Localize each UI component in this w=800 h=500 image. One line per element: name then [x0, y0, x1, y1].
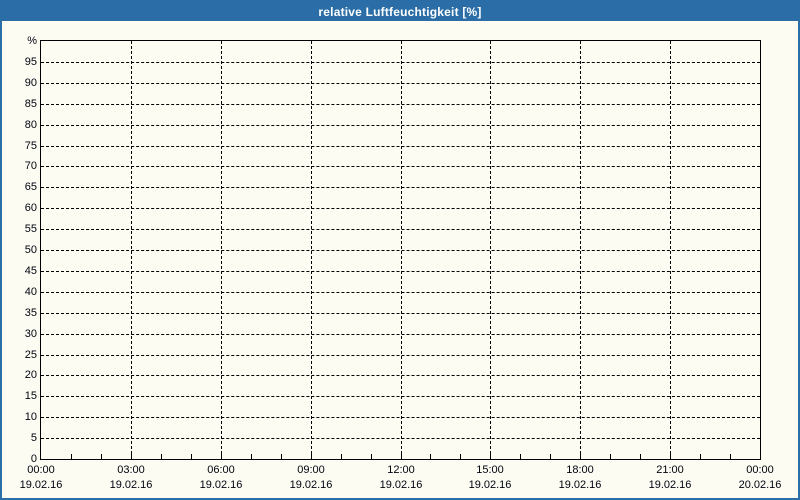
x-tick-date-label: 19.02.16	[379, 479, 423, 491]
x-axis-minor-tick	[161, 454, 162, 459]
y-gridline	[41, 250, 760, 251]
y-tick-label: 40	[24, 286, 37, 298]
y-gridline	[41, 187, 760, 188]
x-axis-minor-tick	[71, 454, 72, 459]
y-tick-label: 5	[30, 432, 37, 444]
x-tick-date-label: 19.02.16	[558, 479, 602, 491]
plot-area	[40, 40, 761, 460]
x-axis-minor-tick	[490, 454, 491, 459]
y-tick-label: 90	[24, 77, 37, 89]
x-axis-minor-tick	[191, 454, 192, 459]
title-bar: relative Luftfeuchtigkeit [%]	[2, 2, 798, 21]
x-tick-time-label: 00:00	[27, 464, 55, 476]
y-tick-label: 50	[24, 244, 37, 256]
chart-title: relative Luftfeuchtigkeit [%]	[318, 5, 482, 19]
x-gridline	[221, 41, 222, 459]
y-gridline	[41, 355, 760, 356]
y-gridline	[41, 208, 760, 209]
x-tick-date-label: 19.02.16	[468, 479, 512, 491]
y-tick-label: 70	[24, 160, 37, 172]
y-gridline	[41, 417, 760, 418]
y-tick-label: 60	[24, 202, 37, 214]
y-gridline	[41, 229, 760, 230]
x-tick-time-label: 03:00	[117, 464, 145, 476]
y-gridline	[41, 271, 760, 272]
x-axis-minor-tick	[520, 454, 521, 459]
y-axis-unit-label: %	[27, 35, 37, 47]
y-gridline	[41, 334, 760, 335]
y-tick-label: 30	[24, 328, 37, 340]
x-tick-time-label: 09:00	[297, 464, 325, 476]
x-axis-minor-tick	[580, 454, 581, 459]
x-tick-time-label: 18:00	[566, 464, 594, 476]
x-gridline	[670, 41, 671, 459]
x-tick-date-label: 19.02.16	[109, 479, 153, 491]
x-tick-date-label: 19.02.16	[19, 479, 63, 491]
x-axis-minor-tick	[730, 454, 731, 459]
x-axis-minor-tick	[610, 454, 611, 459]
x-axis-minor-tick	[341, 454, 342, 459]
x-gridline	[401, 41, 402, 459]
x-tick-time-label: 15:00	[476, 464, 504, 476]
x-tick-time-label: 06:00	[207, 464, 235, 476]
y-tick-label: 35	[24, 307, 37, 319]
x-axis-minor-tick	[221, 454, 222, 459]
y-gridline	[41, 146, 760, 147]
x-gridline	[311, 41, 312, 459]
x-axis-minor-tick	[101, 454, 102, 459]
x-axis-minor-tick	[131, 454, 132, 459]
x-gridline	[490, 41, 491, 459]
x-tick-time-label: 21:00	[656, 464, 684, 476]
x-axis-minor-tick	[640, 454, 641, 459]
y-gridline	[41, 292, 760, 293]
x-tick-time-label: 12:00	[387, 464, 415, 476]
x-axis-minor-tick	[430, 454, 431, 459]
y-tick-label: 95	[24, 56, 37, 68]
y-tick-label: 45	[24, 265, 37, 277]
y-gridline	[41, 375, 760, 376]
x-axis-minor-tick	[670, 454, 671, 459]
x-axis-minor-tick	[281, 454, 282, 459]
y-gridline	[41, 313, 760, 314]
y-tick-label: 10	[24, 411, 37, 423]
x-tick-time-label: 00:00	[746, 464, 774, 476]
y-tick-label: 15	[24, 390, 37, 402]
y-gridline	[41, 396, 760, 397]
y-gridline	[41, 438, 760, 439]
x-axis-minor-tick	[550, 454, 551, 459]
y-gridline	[41, 62, 760, 63]
y-tick-label: 65	[24, 181, 37, 193]
x-axis-minor-tick	[401, 454, 402, 459]
x-gridline	[131, 41, 132, 459]
y-tick-label: 55	[24, 223, 37, 235]
x-tick-date-label: 19.02.16	[199, 479, 243, 491]
y-gridline	[41, 125, 760, 126]
y-tick-label: 80	[24, 119, 37, 131]
y-tick-label: 20	[24, 369, 37, 381]
x-axis-minor-tick	[460, 454, 461, 459]
x-axis-minor-tick	[700, 454, 701, 459]
y-gridline	[41, 104, 760, 105]
x-tick-date-label: 19.02.16	[648, 479, 692, 491]
x-axis-minor-tick	[371, 454, 372, 459]
x-axis-minor-tick	[311, 454, 312, 459]
x-axis-minor-tick	[251, 454, 252, 459]
x-gridline	[580, 41, 581, 459]
y-tick-label: 25	[24, 349, 37, 361]
x-tick-date-label: 20.02.16	[738, 479, 782, 491]
y-tick-label: 75	[24, 140, 37, 152]
y-tick-label: 0	[30, 453, 37, 465]
y-tick-label: 85	[24, 98, 37, 110]
x-tick-date-label: 19.02.16	[289, 479, 333, 491]
y-gridline	[41, 166, 760, 167]
y-gridline	[41, 83, 760, 84]
